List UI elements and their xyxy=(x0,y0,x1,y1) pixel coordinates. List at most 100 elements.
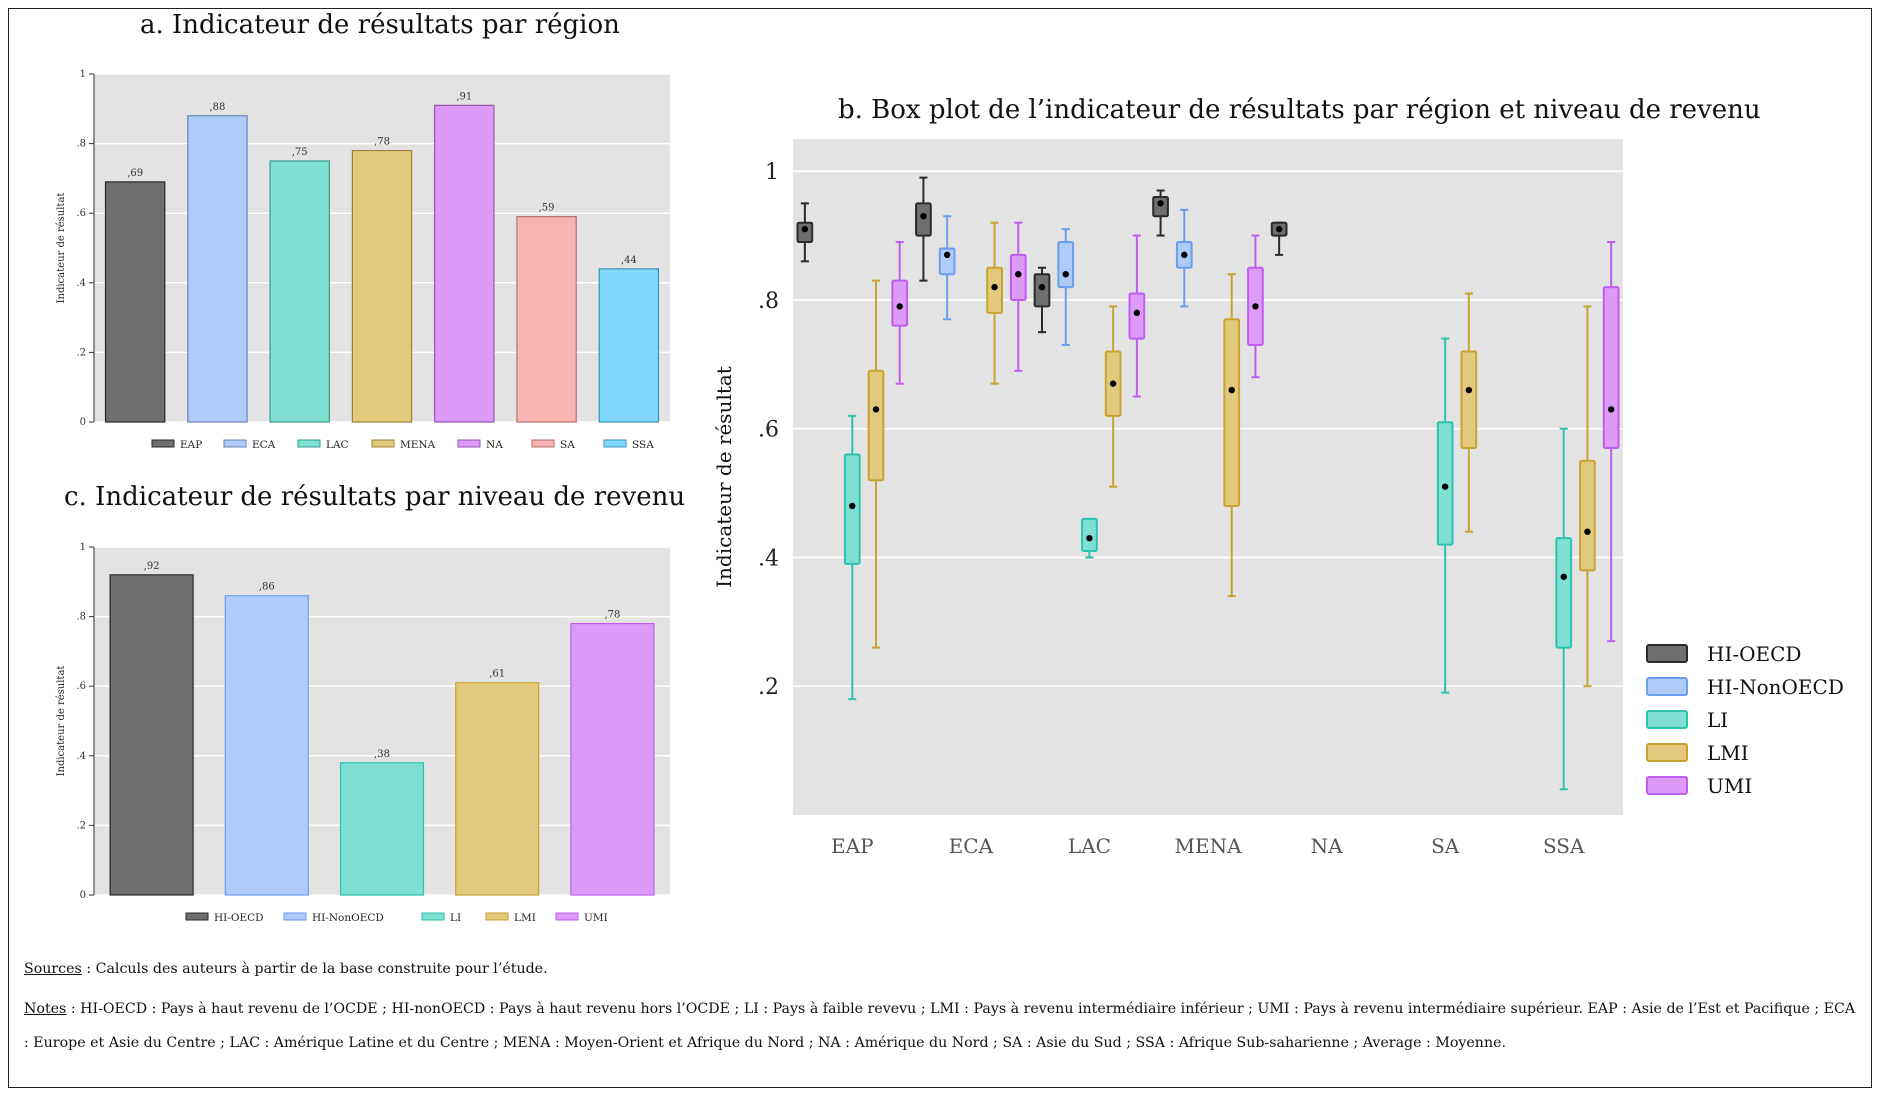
sources-note: Sources : Calculs des auteurs à partir d… xyxy=(24,958,1864,980)
box-iqr xyxy=(867,369,885,482)
mean-marker xyxy=(991,283,998,291)
box-iqr xyxy=(915,202,932,237)
box-iqr xyxy=(1555,537,1573,649)
legend-label: HI-NonOECD xyxy=(312,912,384,924)
legend-label: LMI xyxy=(1707,741,1749,765)
legend-label: UMI xyxy=(1707,774,1752,798)
x-tick-label: MENA xyxy=(1174,834,1242,858)
box-lac-hi-nonoecd xyxy=(1057,228,1075,347)
box-sa-li xyxy=(1436,337,1454,694)
box-mena-lmi xyxy=(1223,273,1241,598)
box-eap-umi xyxy=(891,241,909,385)
legend-swatch-hi-nonoecd xyxy=(283,912,307,921)
box-iqr xyxy=(1223,318,1241,507)
box-iqr xyxy=(1436,421,1454,546)
figure-frame xyxy=(8,8,1872,1088)
box-iqr xyxy=(891,279,909,327)
notes-text: : HI-OECD : Pays à haut revenu de l’OCDE… xyxy=(24,1001,1856,1051)
box-eap-hi-oecd xyxy=(796,202,814,263)
box-iqr xyxy=(1460,350,1478,450)
legend-label: LMI xyxy=(514,912,536,924)
box-eca-hi-nonoecd xyxy=(938,215,956,321)
bar-value-label: ,86 xyxy=(259,582,275,593)
box-iqr xyxy=(938,247,956,276)
mean-marker xyxy=(1181,251,1188,259)
bar-value-label: ,38 xyxy=(374,749,390,760)
y-axis-label: Indicateur de résultat xyxy=(56,193,67,304)
box-lac-umi xyxy=(1128,234,1146,398)
box-iqr xyxy=(986,266,1003,314)
mean-marker xyxy=(849,502,856,510)
bar-value-label: ,78 xyxy=(604,610,620,621)
bar-value-label: ,69 xyxy=(127,168,143,179)
bar-value-label: ,91 xyxy=(456,91,472,102)
bar-eap xyxy=(104,181,166,423)
sources-label: Sources xyxy=(24,961,82,977)
box-eca-umi xyxy=(1009,221,1027,372)
y-tick-label: .2 xyxy=(758,675,779,700)
bar-lmi xyxy=(455,682,540,896)
mean-marker xyxy=(1015,271,1022,278)
box-iqr xyxy=(843,453,861,565)
y-tick-label: .4 xyxy=(758,546,779,571)
mean-marker xyxy=(1086,534,1093,542)
bar-na xyxy=(434,104,495,423)
legend-swatch-lmi xyxy=(1646,743,1688,762)
mean-marker xyxy=(1275,225,1283,233)
y-tick-label: .6 xyxy=(758,418,779,443)
mean-marker xyxy=(1252,303,1259,310)
mean-marker xyxy=(1560,573,1567,580)
y-tick-label: .6 xyxy=(76,208,86,219)
legend-swatch-umi xyxy=(555,912,579,921)
mean-marker xyxy=(943,251,951,259)
legend-swatch-lac xyxy=(297,439,321,448)
box-lac-hi-oecd xyxy=(1033,266,1051,334)
legend-label: HI-OECD xyxy=(1707,642,1801,666)
mean-marker xyxy=(1038,283,1046,291)
legend-swatch-eca xyxy=(223,439,247,448)
legend-swatch-hi-oecd xyxy=(1646,644,1688,663)
y-tick-label: .8 xyxy=(758,289,779,314)
x-tick-label: NA xyxy=(1311,834,1344,858)
bar-hi-nonoecd xyxy=(224,595,309,896)
legend-label: UMI xyxy=(584,912,608,924)
legend-swatch-li xyxy=(1646,710,1688,729)
bar-hi-oecd xyxy=(109,574,194,896)
mean-marker xyxy=(1607,406,1615,413)
bar-value-label: ,92 xyxy=(144,561,160,572)
legend-swatch-li xyxy=(421,912,445,921)
legend-label: HI-OECD xyxy=(214,912,264,924)
box-iqr xyxy=(1602,286,1620,450)
legend-label: LI xyxy=(450,912,461,924)
mean-marker xyxy=(1228,386,1235,394)
box-iqr xyxy=(1579,459,1596,572)
y-tick-label: 0 xyxy=(80,890,86,901)
bar-value-label: ,88 xyxy=(209,102,225,113)
mean-marker xyxy=(1465,386,1473,394)
x-tick-label: LAC xyxy=(1068,834,1111,858)
y-tick-label: .4 xyxy=(76,751,86,762)
bar-sa xyxy=(516,216,577,423)
bar-value-label: ,78 xyxy=(374,137,390,148)
y-tick-label: 1 xyxy=(80,69,86,80)
bar-eca xyxy=(187,115,248,423)
legend-swatch-eap xyxy=(151,439,175,448)
box-eca-hi-oecd xyxy=(915,176,932,282)
mean-marker xyxy=(801,225,809,233)
box-ssa-li xyxy=(1555,427,1573,791)
legend-label: HI-NonOECD xyxy=(1707,675,1844,699)
legend-swatch-lmi xyxy=(485,912,509,921)
bar-umi xyxy=(570,622,655,896)
y-tick-label: .4 xyxy=(76,278,86,289)
box-mena-umi xyxy=(1247,234,1264,379)
box-sa-lmi xyxy=(1460,292,1478,533)
x-tick-label: SA xyxy=(1431,834,1460,858)
y-axis-label: Indicateur de résultat xyxy=(56,666,67,777)
bar-value-label: ,75 xyxy=(292,147,308,158)
y-tick-label: 1 xyxy=(765,160,779,185)
legend-swatch-hi-nonoecd xyxy=(1646,677,1688,696)
box-iqr xyxy=(1057,241,1075,289)
legend-swatch-na xyxy=(457,439,481,448)
legend-label: EAP xyxy=(180,439,202,451)
